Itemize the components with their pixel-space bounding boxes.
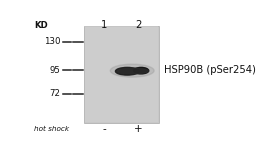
Text: 2: 2 bbox=[135, 20, 141, 30]
Text: 95: 95 bbox=[50, 66, 61, 75]
Ellipse shape bbox=[134, 67, 149, 74]
Text: -: - bbox=[103, 124, 106, 134]
Text: 72: 72 bbox=[50, 89, 61, 98]
Ellipse shape bbox=[110, 64, 154, 77]
Text: KD: KD bbox=[34, 21, 48, 30]
Text: +: + bbox=[134, 124, 142, 134]
Text: HSP90B (pSer254): HSP90B (pSer254) bbox=[164, 65, 256, 75]
Text: 1: 1 bbox=[101, 20, 108, 30]
Ellipse shape bbox=[120, 68, 148, 74]
Text: hot shock: hot shock bbox=[34, 126, 69, 132]
Bar bbox=[84, 26, 158, 122]
Ellipse shape bbox=[115, 67, 139, 75]
Text: 130: 130 bbox=[44, 37, 61, 46]
Bar bbox=[83, 26, 159, 123]
